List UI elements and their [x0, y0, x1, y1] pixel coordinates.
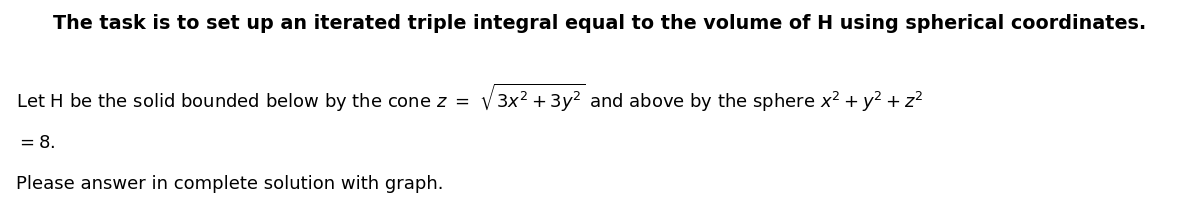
Text: Please answer in complete solution with graph.: Please answer in complete solution with …: [16, 174, 443, 192]
Text: $= 8.$: $= 8.$: [16, 134, 55, 152]
Text: Let H be the solid bounded below by the cone $z \ =\ \sqrt{3x^2 + 3y^2}$ and abo: Let H be the solid bounded below by the …: [16, 82, 923, 114]
Text: The task is to set up an iterated triple integral equal to the volume of H using: The task is to set up an iterated triple…: [53, 14, 1147, 33]
